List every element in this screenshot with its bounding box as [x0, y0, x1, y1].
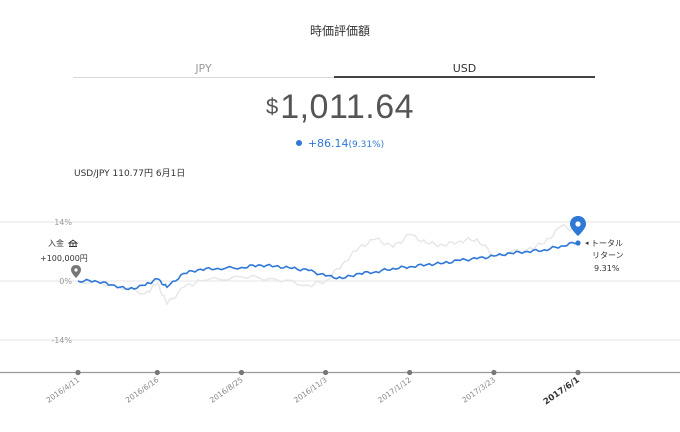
x-tick-label: 2016/6/16 [124, 375, 161, 405]
x-tick-marker [323, 369, 329, 376]
arrow-left-icon: ◂ [585, 239, 589, 247]
deposit-label: 入金 [48, 238, 64, 248]
currency-tabs: JPY USD [73, 60, 595, 78]
currency-symbol: $ [265, 94, 279, 119]
total-return-label-line1: トータル [591, 239, 623, 248]
valuation-amount: $1,011.64 [0, 88, 680, 127]
total-return-value: 9.31% [594, 264, 620, 273]
change-dot-icon [295, 140, 302, 146]
y-tick-label: 14% [54, 218, 72, 227]
x-tick-marker [154, 369, 160, 376]
deposit-pin-hole [74, 268, 78, 272]
bank-icon [67, 239, 79, 247]
x-tick-label: 2017/6/1 [542, 375, 582, 407]
location-pin-hole [575, 221, 581, 227]
x-tick-label: 2016/11/3 [292, 375, 329, 405]
x-axis-ticks: 2016/4/11 2016/6/16 2016/8/25 2016/11/3 2017… [44, 369, 582, 407]
current-point-annotation: ◂ トータル リターン 9.31% [570, 216, 624, 273]
x-tick-label: 2017/3/23 [460, 375, 497, 405]
benchmark-line [77, 223, 579, 306]
x-tick-marker [491, 369, 497, 376]
change-value: +86.14 [307, 137, 349, 150]
y-tick-label: -14% [51, 336, 72, 345]
valuation-value: 1,011.64 [280, 88, 415, 126]
x-tick-marker [238, 369, 245, 376]
y-tick-label: 0% [59, 277, 72, 286]
tab-usd[interactable]: USD [334, 60, 595, 78]
fx-rate-note: USD/JPY 110.77円 6月1日 [74, 169, 186, 179]
x-tick-label: 2016/8/25 [208, 375, 245, 405]
x-tick-marker [575, 369, 581, 376]
current-point-marker [575, 240, 581, 246]
page-title: 時価評価額 [309, 24, 370, 38]
x-tick-label: 2016/4/11 [44, 375, 81, 405]
change-percent: (9.31%) [348, 140, 385, 150]
deposit-annotation: 入金 +100,000円 [40, 238, 88, 278]
x-tick-marker [75, 369, 81, 376]
total-return-label-line2: リターン [592, 251, 624, 260]
x-tick-label: 2017/1/12 [376, 375, 413, 405]
valuation-change: +86.14(9.31%) [0, 137, 680, 150]
plot-area [77, 223, 579, 306]
tab-jpy[interactable]: JPY [73, 60, 334, 78]
x-tick-marker [407, 369, 413, 376]
portfolio-return-line [77, 241, 579, 291]
deposit-amount: +100,000円 [40, 254, 88, 263]
